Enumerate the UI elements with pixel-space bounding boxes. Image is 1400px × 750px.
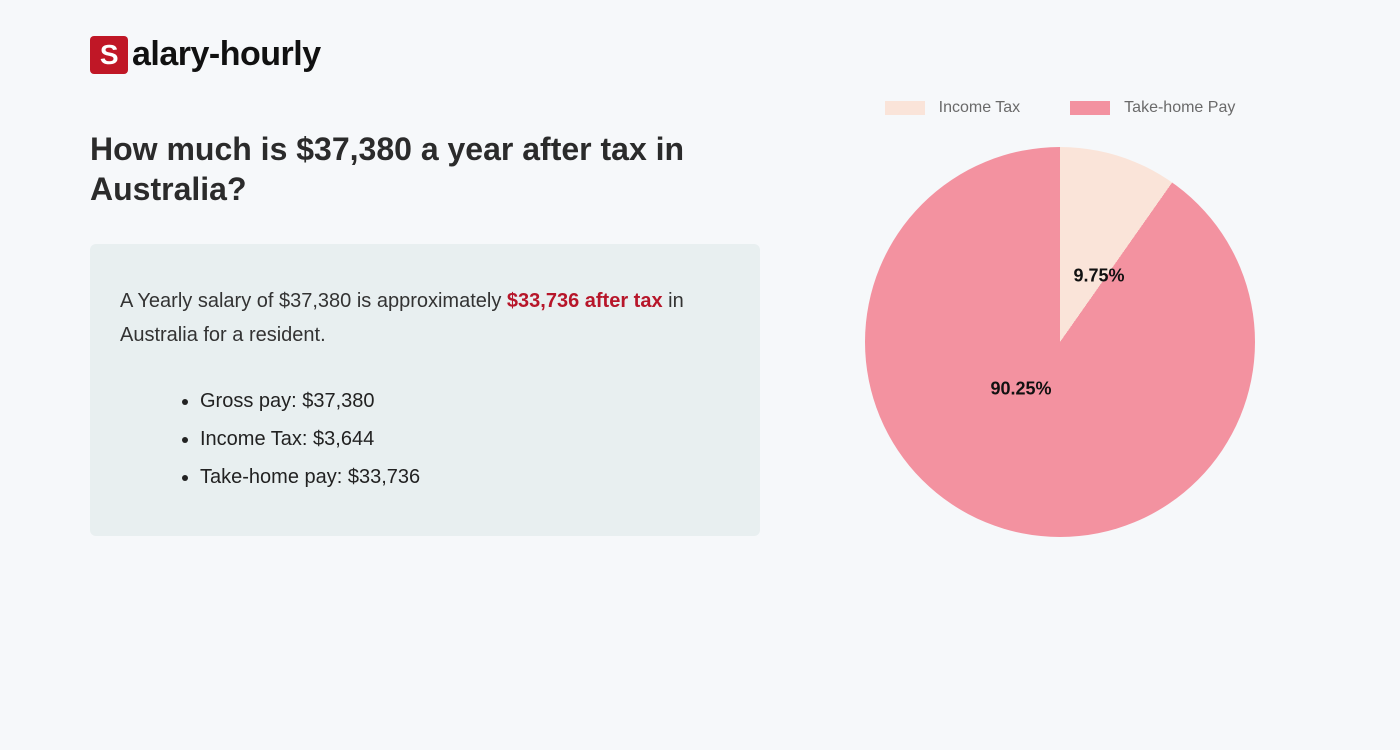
list-item: Gross pay: $37,380 (200, 382, 730, 420)
slice-label-take-home: 90.25% (990, 378, 1051, 399)
list-item: Take-home pay: $33,736 (200, 458, 730, 496)
right-column: Income Tax Take-home Pay 9.75% 90.25% (810, 129, 1310, 537)
chart-legend: Income Tax Take-home Pay (885, 99, 1236, 117)
legend-label: Take-home Pay (1124, 99, 1235, 117)
site-logo: Salary-hourly (90, 35, 1310, 74)
main-content: How much is $37,380 a year after tax in … (90, 129, 1310, 537)
legend-label: Income Tax (939, 99, 1021, 117)
legend-item-income-tax: Income Tax (885, 99, 1021, 117)
page-title: How much is $37,380 a year after tax in … (90, 129, 760, 209)
legend-swatch (885, 101, 925, 115)
summary-text: A Yearly salary of $37,380 is approximat… (120, 284, 730, 352)
summary-highlight: $33,736 after tax (507, 290, 663, 312)
breakdown-list: Gross pay: $37,380 Income Tax: $3,644 Ta… (120, 382, 730, 496)
left-column: How much is $37,380 a year after tax in … (90, 129, 760, 537)
logo-badge: S (90, 36, 128, 74)
summary-pre: A Yearly salary of $37,380 is approximat… (120, 290, 507, 312)
legend-item-take-home: Take-home Pay (1070, 99, 1235, 117)
legend-swatch (1070, 101, 1110, 115)
list-item: Income Tax: $3,644 (200, 420, 730, 458)
logo-text: alary-hourly (132, 35, 321, 74)
pie-chart: 9.75% 90.25% (865, 147, 1255, 537)
summary-box: A Yearly salary of $37,380 is approximat… (90, 244, 760, 536)
slice-label-income-tax: 9.75% (1073, 265, 1124, 286)
